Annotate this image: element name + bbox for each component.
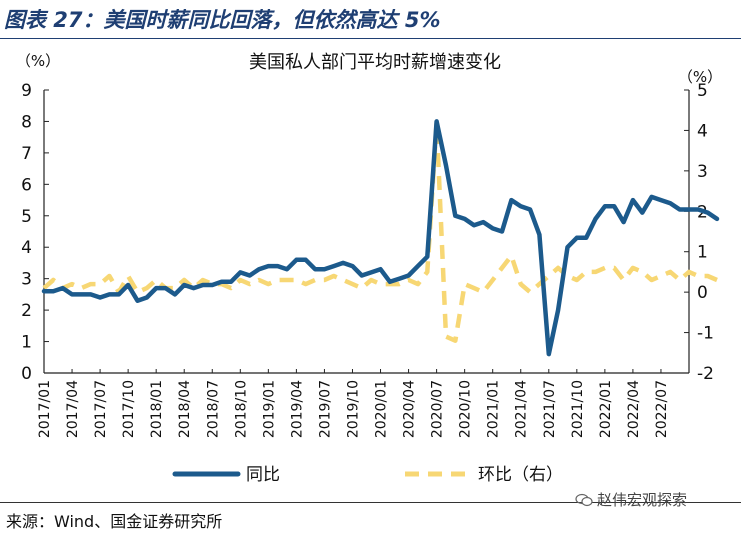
x-tick-label: 2019/07 <box>317 380 333 438</box>
source-note: 来源：Wind、国金证券研究所 <box>6 512 223 531</box>
x-tick-label: 2020/01 <box>374 380 390 438</box>
x-tick-label: 2021/10 <box>570 380 586 438</box>
x-tick-label: 2018/07 <box>205 380 221 438</box>
left-tick-label: 4 <box>21 238 32 258</box>
left-tick-label: 0 <box>21 364 32 384</box>
x-axis-tick-labels: 2017/01 2017/04 2017/07 2017/10 2018/01 2018/… <box>37 369 670 438</box>
legend-label-yoy: 同比 <box>246 465 280 485</box>
left-tick-label: 8 <box>21 112 32 132</box>
right-tick-label: 1 <box>697 243 708 263</box>
x-tick-label: 2018/01 <box>149 380 165 438</box>
watermark-text: 赵伟宏观探索 <box>597 491 688 509</box>
line-chart: 美国私人部门平均时薪增速变化 （%） （%） 0123456789-2-1012… <box>16 52 722 485</box>
x-tick-label: 2020/04 <box>402 380 418 438</box>
x-tick-label: 2021/04 <box>514 380 530 438</box>
x-tick-label: 2018/10 <box>233 380 249 438</box>
x-tick-label: 2019/10 <box>345 380 361 438</box>
chat-bubble-icon <box>575 493 593 506</box>
title-divider <box>0 38 741 39</box>
right-tick-label: -1 <box>697 324 714 344</box>
left-tick-label: 6 <box>21 175 32 195</box>
left-tick-label: 7 <box>21 144 32 164</box>
left-tick-label: 1 <box>21 333 32 353</box>
source-divider <box>0 502 741 503</box>
right-tick-label: 3 <box>697 162 708 182</box>
right-tick-label: 0 <box>697 283 708 303</box>
x-tick-label: 2022/01 <box>598 380 614 438</box>
series-lines <box>41 119 720 357</box>
x-tick-label: 2017/04 <box>65 380 81 438</box>
right-tick-label: 4 <box>697 121 708 141</box>
series-line-mom <box>42 120 718 343</box>
x-tick-label: 2018/04 <box>177 380 193 438</box>
x-tick-label: 2017/10 <box>121 380 137 438</box>
left-tick-label: 5 <box>21 207 32 227</box>
legend-label-mom: 环比（右） <box>478 465 563 485</box>
legend: 同比 环比（右） <box>172 465 563 485</box>
left-tick-label: 3 <box>21 270 32 290</box>
x-tick-label: 2019/04 <box>289 380 305 438</box>
x-tick-label: 2021/01 <box>486 380 502 438</box>
left-tick-label: 9 <box>21 81 32 101</box>
right-axis-unit: （%） <box>678 68 722 86</box>
series-line-yoy <box>41 119 720 357</box>
left-tick-label: 2 <box>21 301 32 321</box>
right-tick-label: -2 <box>697 364 714 384</box>
x-tick-label: 2019/01 <box>261 380 277 438</box>
x-tick-label: 2021/07 <box>542 380 558 438</box>
left-axis-unit: （%） <box>16 52 60 70</box>
figure-title: 图表 27：美国时薪同比回落，但依然高达 5% <box>4 8 441 32</box>
x-tick-label: 2017/07 <box>93 380 109 438</box>
chart-title: 美国私人部门平均时薪增速变化 <box>249 52 501 73</box>
x-tick-label: 2020/07 <box>430 380 446 438</box>
x-tick-label: 2022/04 <box>626 380 642 438</box>
x-tick-label: 2022/07 <box>654 380 670 438</box>
x-tick-label: 2017/01 <box>37 380 53 438</box>
x-tick-label: 2020/10 <box>458 380 474 438</box>
right-tick-label: 5 <box>697 81 708 101</box>
watermark: 赵伟宏观探索 <box>575 489 687 510</box>
